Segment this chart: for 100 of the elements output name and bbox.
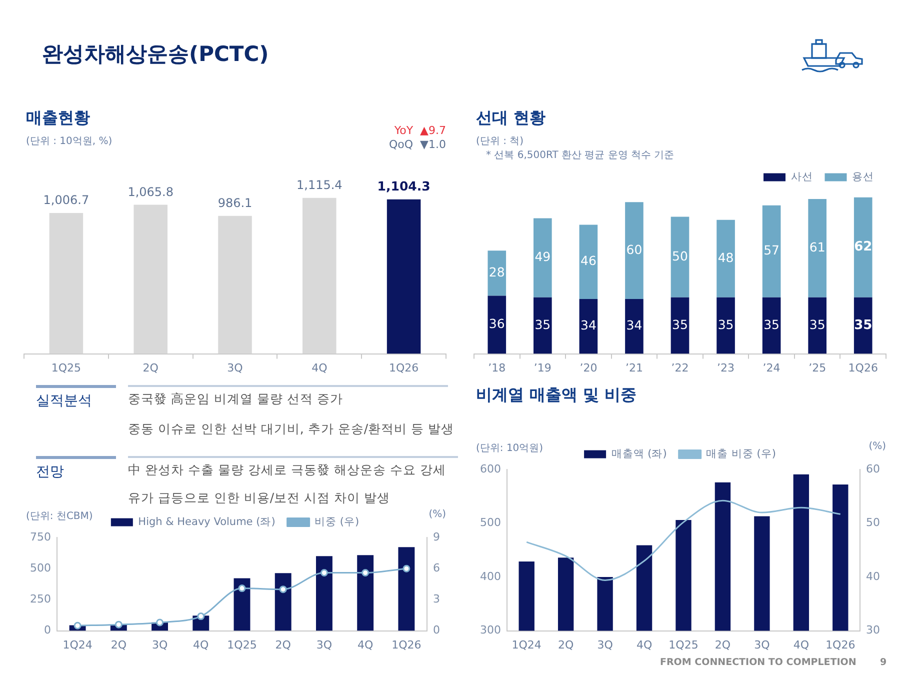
bar xyxy=(579,298,598,354)
data-label: 35 xyxy=(809,316,826,332)
bar xyxy=(534,218,552,298)
bar xyxy=(218,216,252,354)
y2-tick-label: 60 xyxy=(866,462,880,476)
text: * 선복 6,500RT 환산 평균 운영 척수 기준 xyxy=(486,149,674,162)
bar xyxy=(134,204,168,354)
bar xyxy=(579,224,598,299)
point xyxy=(402,564,410,572)
y-tick-label: 500 xyxy=(480,516,501,530)
line-series xyxy=(526,500,842,582)
y2-tick-label: 3 xyxy=(433,592,440,606)
data-label: 34 xyxy=(580,318,596,333)
y-tick-label: 250 xyxy=(30,592,51,606)
data-label: 35 xyxy=(534,316,551,332)
x-tick-label: 2Q xyxy=(558,638,574,652)
legend-label: 비중 (우) xyxy=(314,516,360,528)
y2-tick-label: 0 xyxy=(433,624,440,637)
data-label: 60 xyxy=(626,242,642,257)
legend-label: High & Heavy Volume (좌) xyxy=(138,516,276,528)
x-tick-label: 2Q xyxy=(142,361,159,374)
point xyxy=(362,568,370,576)
bar xyxy=(274,573,292,631)
bar xyxy=(49,213,84,354)
x-tick-label: 1Q26 xyxy=(848,361,878,374)
x-tick-label: ’19 xyxy=(534,361,552,374)
bar xyxy=(670,216,690,298)
text: QoQ ▼1.0 xyxy=(389,138,446,151)
bar xyxy=(302,198,336,354)
data-label: 1,065.8 xyxy=(128,184,174,199)
x-tick-label: 1Q26 xyxy=(392,638,422,652)
x-tick-label: 4Q xyxy=(193,638,210,652)
point xyxy=(238,584,246,592)
y-tick-label: 600 xyxy=(480,462,501,476)
data-label: 35 xyxy=(764,316,780,332)
x-tick-label: 1Q24 xyxy=(512,638,542,652)
bar xyxy=(854,297,872,354)
x-tick-label: 1Q24 xyxy=(62,638,92,652)
x-tick-label: ’20 xyxy=(580,361,598,374)
point xyxy=(114,620,122,628)
x-tick-label: 4Q xyxy=(793,638,810,652)
bar xyxy=(762,205,781,298)
data-label: 28 xyxy=(488,264,505,280)
data-label: 50 xyxy=(672,248,688,264)
text: 실적분석 xyxy=(36,385,116,410)
text: 전망 xyxy=(36,456,116,481)
chart-title: 매출현황 xyxy=(26,108,90,129)
chart-title: 선대 현황 xyxy=(476,108,546,129)
chart-subtitle: (단위 : 척) xyxy=(476,135,524,148)
data-label: 35 xyxy=(672,316,688,332)
bar xyxy=(808,198,826,298)
x-tick-label: 3Q xyxy=(597,638,614,652)
legend-label: 매출액 (좌) xyxy=(611,448,667,460)
data-label: 1,006.7 xyxy=(43,193,90,208)
y-tick-label: 500 xyxy=(30,561,51,574)
text: 중국發 高운임 비계열 물량 선적 증가 xyxy=(128,385,448,408)
text: 완성차해상운송(PCTC) xyxy=(42,41,269,68)
bar xyxy=(625,202,644,299)
legend-label: 사선 xyxy=(790,170,813,183)
text: FROM CONNECTION TO COMPLETION xyxy=(660,657,858,668)
x-tick-label: 4Q xyxy=(636,638,652,652)
bar xyxy=(386,199,421,354)
data-label: 1,115.4 xyxy=(296,178,342,192)
x-tick-label: ’21 xyxy=(625,361,643,374)
data-label: 986.1 xyxy=(218,196,252,210)
bar xyxy=(670,297,690,354)
bar xyxy=(398,547,415,631)
x-tick-label: 4Q xyxy=(358,638,374,652)
data-label: 35 xyxy=(718,316,734,332)
data-label: 49 xyxy=(534,249,551,264)
y2-tick-label: 6 xyxy=(433,561,440,574)
x-tick-label: 3Q xyxy=(316,638,332,652)
legend-label: 용선 xyxy=(852,170,874,183)
bar xyxy=(234,578,250,631)
bar xyxy=(316,556,332,631)
y-tick-label: 300 xyxy=(480,624,501,637)
text: 유가 급등으로 인한 비용/보전 시점 차이 발생 xyxy=(128,490,392,507)
y2-axis-title: (%) xyxy=(428,509,446,520)
y2-tick-label: 30 xyxy=(866,624,880,637)
x-tick-label: 1Q25 xyxy=(227,638,257,652)
x-tick-label: 3Q xyxy=(227,361,244,374)
bar xyxy=(534,297,552,354)
x-tick-label: ’25 xyxy=(808,361,826,374)
bar xyxy=(854,197,872,298)
data-label: 36 xyxy=(488,316,505,332)
data-label: 46 xyxy=(580,253,596,268)
y2-tick-label: 9 xyxy=(433,530,440,544)
x-tick-label: 1Q26 xyxy=(826,638,856,652)
x-tick-label: 4Q xyxy=(312,361,328,374)
bar xyxy=(488,296,506,354)
text: 중동 이슈로 인한 선박 대기비, 추가 운송/환적비 등 발생 xyxy=(128,421,455,438)
bar xyxy=(625,298,644,354)
data-label: 1,104.3 xyxy=(377,178,430,194)
x-tick-label: ’23 xyxy=(717,361,735,374)
bar xyxy=(808,297,826,354)
text: 中 완성차 수출 물량 강세로 극동發 해상운송 수요 강세 xyxy=(128,456,458,479)
point xyxy=(74,622,82,630)
y-tick-label: 400 xyxy=(480,570,501,583)
chart-subtitle: (단위 : 10억원, %) xyxy=(26,135,112,148)
text: YoY ▲9.7 xyxy=(394,124,446,137)
